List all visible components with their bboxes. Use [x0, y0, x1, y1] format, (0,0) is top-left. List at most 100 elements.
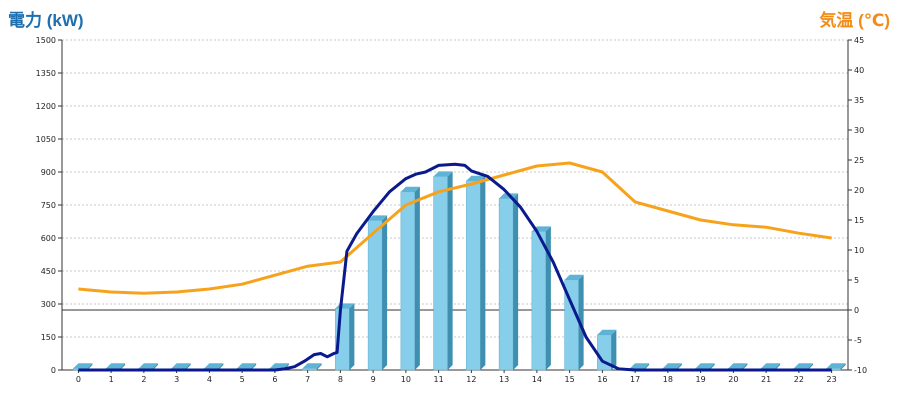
left-tick-label: 900 — [41, 168, 56, 177]
right-axis-title: 気温 (℃) — [819, 11, 890, 30]
right-tick-label: 0 — [854, 306, 859, 315]
x-tick-label: 23 — [827, 375, 837, 384]
power-bar-top — [630, 363, 650, 369]
left-tick-label: 150 — [41, 333, 56, 342]
power-bar-top — [138, 363, 158, 369]
power-bar-side — [709, 363, 715, 370]
right-tick-label: 30 — [854, 126, 864, 135]
power-bar-side — [807, 363, 813, 370]
right-tick-label: -10 — [854, 366, 867, 375]
power-bar-top — [793, 363, 813, 369]
power-bar-top — [597, 329, 617, 335]
power-bar-top — [695, 363, 715, 369]
left-tick-label: 300 — [41, 300, 56, 309]
power-line — [78, 162, 832, 372]
x-tick-label: 5 — [240, 375, 245, 384]
left-tick-label: 750 — [41, 201, 56, 210]
power-bar-side — [382, 215, 388, 370]
power-bar-side — [414, 186, 420, 370]
left-tick-label: 450 — [41, 267, 56, 276]
power-bar-top — [433, 171, 453, 177]
power-bar-top — [400, 186, 420, 192]
right-tick-label: 40 — [854, 66, 864, 75]
power-bar-side — [349, 303, 355, 370]
x-tick-label: 14 — [532, 375, 542, 384]
x-tick-label: 17 — [630, 375, 640, 384]
power-bar-side — [218, 363, 224, 370]
x-tick-label: 1 — [109, 375, 114, 384]
x-tick-label: 6 — [272, 375, 277, 384]
power-bar-top — [662, 363, 682, 369]
x-tick-label: 22 — [794, 375, 804, 384]
power-bar-side — [480, 175, 486, 370]
x-tick-label: 11 — [434, 375, 444, 384]
power-bar-side — [87, 363, 93, 370]
power-bar-side — [316, 363, 322, 370]
left-tick-label: 1350 — [36, 69, 56, 78]
power-bar-top — [204, 363, 224, 369]
power-bar-side — [742, 363, 748, 370]
power-bar-top — [237, 363, 257, 369]
right-tick-label: 45 — [854, 36, 864, 45]
x-tick-label: 19 — [696, 375, 706, 384]
right-tick-label: 35 — [854, 96, 864, 105]
power-bar — [400, 191, 416, 371]
x-tick-label: 18 — [663, 375, 673, 384]
power-bar-side — [644, 363, 650, 370]
power-bar-top — [106, 363, 126, 369]
power-bar-side — [120, 363, 126, 370]
left-tick-label: 1200 — [36, 102, 56, 111]
power-bar — [367, 220, 383, 371]
left-axis-title: 電力 (kW) — [8, 11, 84, 30]
left-tick-label: 1050 — [36, 135, 56, 144]
power-bar-side — [676, 363, 682, 370]
power-bar-side — [513, 193, 519, 370]
power-bar-side — [545, 226, 551, 370]
power-bar — [498, 198, 514, 371]
power-bar-top — [728, 363, 748, 369]
right-tick-label: 10 — [854, 246, 864, 255]
right-tick-label: 25 — [854, 156, 864, 165]
power-bar-side — [447, 171, 453, 370]
right-tick-label: 15 — [854, 216, 864, 225]
left-tick-label: 1500 — [36, 36, 56, 45]
x-tick-label: 4 — [207, 375, 212, 384]
power-bar-top — [302, 363, 322, 369]
x-tick-label: 7 — [305, 375, 310, 384]
x-tick-label: 2 — [141, 375, 146, 384]
power-bar-side — [775, 363, 781, 370]
x-tick-label: 15 — [565, 375, 575, 384]
x-tick-label: 13 — [499, 375, 509, 384]
power-bar-top — [826, 363, 846, 369]
right-tick-label: 5 — [854, 276, 859, 285]
right-tick-label: -5 — [854, 336, 862, 345]
power-bar — [531, 231, 547, 371]
x-tick-label: 8 — [338, 375, 343, 384]
power-bar — [302, 367, 317, 371]
x-tick-label: 12 — [466, 375, 476, 384]
power-bar-top — [761, 363, 781, 369]
power-bar-side — [251, 363, 257, 370]
power-bar-top — [73, 363, 93, 369]
power-bar-top — [466, 175, 486, 181]
right-tick-label: 20 — [854, 186, 864, 195]
x-tick-label: 3 — [174, 375, 179, 384]
x-tick-label: 10 — [401, 375, 411, 384]
temperature-line — [78, 161, 832, 295]
power-bar — [466, 180, 481, 371]
power-bar-top — [269, 363, 289, 369]
power-bar — [433, 176, 448, 371]
power-bar-side — [185, 363, 191, 370]
power-bar-side — [152, 363, 158, 370]
x-tick-label: 9 — [371, 375, 376, 384]
left-tick-label: 0 — [51, 366, 56, 375]
power-bar-side — [611, 329, 617, 370]
left-tick-label: 600 — [41, 234, 56, 243]
power-bar-top — [564, 274, 584, 280]
x-tick-label: 20 — [728, 375, 738, 384]
x-tick-label: 16 — [597, 375, 607, 384]
x-tick-label: 21 — [761, 375, 771, 384]
power-bar-top — [368, 215, 388, 221]
power-bar-side — [840, 363, 846, 370]
